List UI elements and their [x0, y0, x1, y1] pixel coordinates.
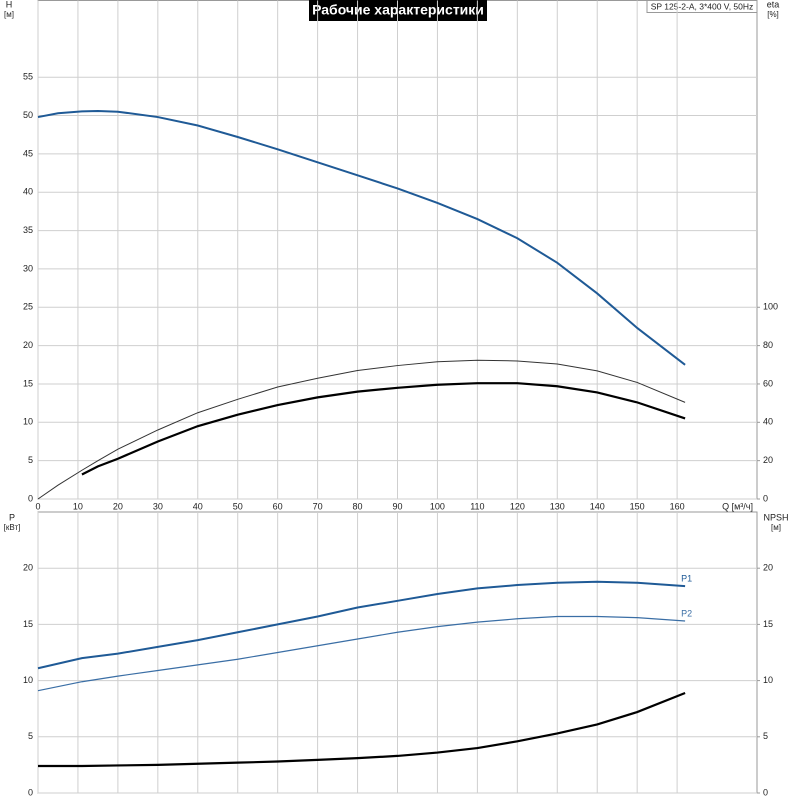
x-tick-label: 0: [35, 501, 40, 511]
y-tick-label: 0: [28, 493, 33, 503]
series-line: [37, 359, 686, 500]
y2-label-unit: [м]: [771, 523, 781, 532]
x-tick-label: 110: [470, 501, 484, 511]
subtitle: SP 125-2-A, 3*400 V, 50Hz: [651, 1, 754, 11]
x-tick-label: 40: [193, 501, 203, 511]
y-tick-label: 20: [23, 340, 33, 350]
y-tick-label: 10: [23, 417, 33, 427]
x-tick-label: 140: [590, 501, 605, 511]
series-line: [37, 580, 686, 670]
y-tick-label: 50: [23, 110, 33, 120]
x-tick-label: 60: [273, 501, 283, 511]
y2-tick-label: 20: [763, 563, 773, 573]
series-line: [37, 109, 686, 366]
y2-tick-label: 60: [763, 378, 773, 388]
series-line: [38, 691, 686, 768]
x-tick-label: 150: [630, 501, 645, 511]
series-line: [37, 615, 686, 692]
y-tick-label: 55: [23, 72, 33, 82]
x-tick-label: 10: [73, 501, 83, 511]
y2-tick-label: 40: [763, 417, 773, 427]
subtitle-box: [646, 0, 758, 13]
y2-tick-label: 0: [763, 493, 768, 503]
x-tick-label: 20: [113, 501, 123, 511]
y2-label: eta: [767, 0, 780, 9]
y-tick-label: 5: [28, 455, 33, 465]
y-tick-label: 15: [23, 378, 33, 388]
x-tick-label: 80: [353, 501, 363, 511]
y-tick-label: 30: [23, 263, 33, 273]
y2-tick-label: 100: [763, 302, 778, 312]
y2-tick-label: 10: [763, 675, 773, 685]
y2-tick-label: 5: [763, 731, 768, 741]
y-label-unit: [м]: [4, 10, 14, 19]
y2-tick-label: 15: [763, 619, 773, 629]
x-tick-label: 100: [430, 501, 445, 511]
y2-tick-label: 20: [763, 455, 773, 465]
x-tick-label: 130: [550, 501, 565, 511]
y2-tick-label: 80: [763, 340, 773, 350]
x-tick-label: 90: [392, 501, 402, 511]
x-tick-label: 70: [313, 501, 323, 511]
x-tick-label: 50: [233, 501, 243, 511]
y-tick-label: 45: [23, 148, 33, 158]
x-tick-label: 120: [510, 501, 525, 511]
y-tick-label: 5: [28, 731, 33, 741]
series-line: [81, 382, 686, 476]
y-tick-label: 10: [23, 675, 33, 685]
y-tick-label: 15: [23, 619, 33, 629]
series-label: P2: [681, 608, 692, 618]
y-tick-label: 35: [23, 225, 33, 235]
y2-label: NPSH: [763, 512, 788, 522]
y-label-unit: [кВт]: [4, 523, 21, 532]
y2-tick-label: 0: [763, 787, 768, 797]
y-tick-label: 25: [23, 302, 33, 312]
y-tick-label: 20: [23, 563, 33, 573]
series-label: P1: [681, 574, 692, 584]
x-label: Q [м³/ч]: [722, 501, 753, 511]
y-tick-label: 0: [28, 787, 33, 797]
y-tick-label: 40: [23, 187, 33, 197]
x-tick-label: 160: [670, 501, 685, 511]
x-tick-label: 30: [153, 501, 163, 511]
y2-label-unit: [%]: [767, 10, 779, 19]
y-label: H: [6, 0, 13, 9]
y-label: P: [9, 512, 15, 522]
